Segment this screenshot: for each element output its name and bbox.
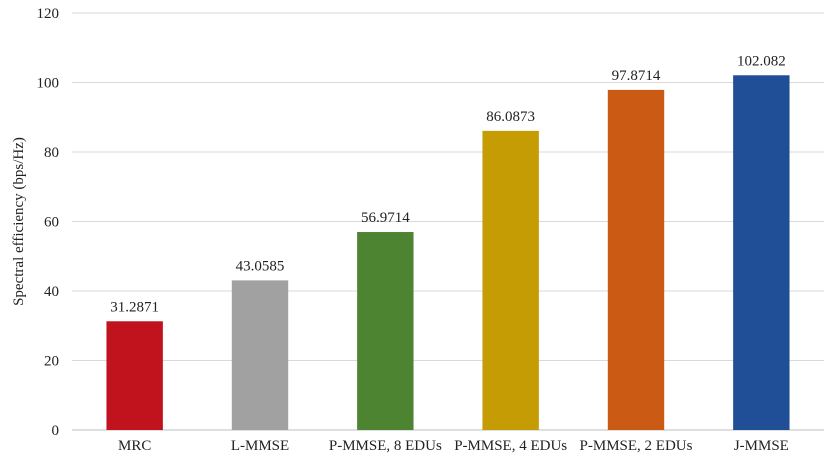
bar-mrc	[106, 321, 163, 430]
y-tick-label: 120	[37, 6, 60, 22]
y-tick-label: 100	[37, 76, 60, 92]
y-tick-label: 60	[44, 215, 59, 231]
x-axis-categories: MRC L-MMSE P-MMSE, 8 EDUs P-MMSE, 4 EDUs P-M…	[118, 438, 789, 454]
bar-p-mmse-2-edus	[607, 89, 665, 431]
y-tick-label: 20	[44, 354, 59, 370]
data-label: 102.082	[737, 53, 786, 69]
bar-p-mmse-8-edus	[357, 232, 414, 430]
data-labels: 31.2871 43.0585 56.9714 86.0873 97.8714 102.0…	[110, 53, 785, 315]
y-axis-title: Spectral efficiency (bps/Hz)	[11, 137, 27, 306]
x-tick-label: P-MMSE, 4 EDUs	[454, 438, 567, 454]
bar-j-mmse	[733, 75, 790, 431]
x-tick-label: P-MMSE, 2 EDUs	[580, 438, 693, 454]
x-tick-label: J-MMSE	[734, 438, 789, 454]
data-label: 97.8714	[612, 68, 661, 84]
data-label: 56.9714	[361, 210, 410, 226]
x-tick-label: L-MMSE	[231, 438, 289, 454]
y-tick-label: 80	[44, 145, 59, 161]
data-label: 86.0873	[486, 109, 535, 125]
x-tick-label: P-MMSE, 8 EDUs	[329, 438, 442, 454]
bar-l-mmse	[231, 280, 289, 430]
x-tick-label: MRC	[118, 438, 151, 454]
y-axis-ticks: 0 20 40 60 80 100 120	[37, 6, 60, 439]
y-tick-label: 40	[44, 284, 59, 300]
data-label: 43.0585	[236, 258, 285, 274]
y-tick-label: 0	[52, 423, 60, 439]
bars	[106, 75, 790, 431]
data-label: 31.2871	[110, 299, 159, 315]
grid-lines	[72, 12, 824, 431]
bar-p-mmse-4-edus	[482, 130, 539, 431]
